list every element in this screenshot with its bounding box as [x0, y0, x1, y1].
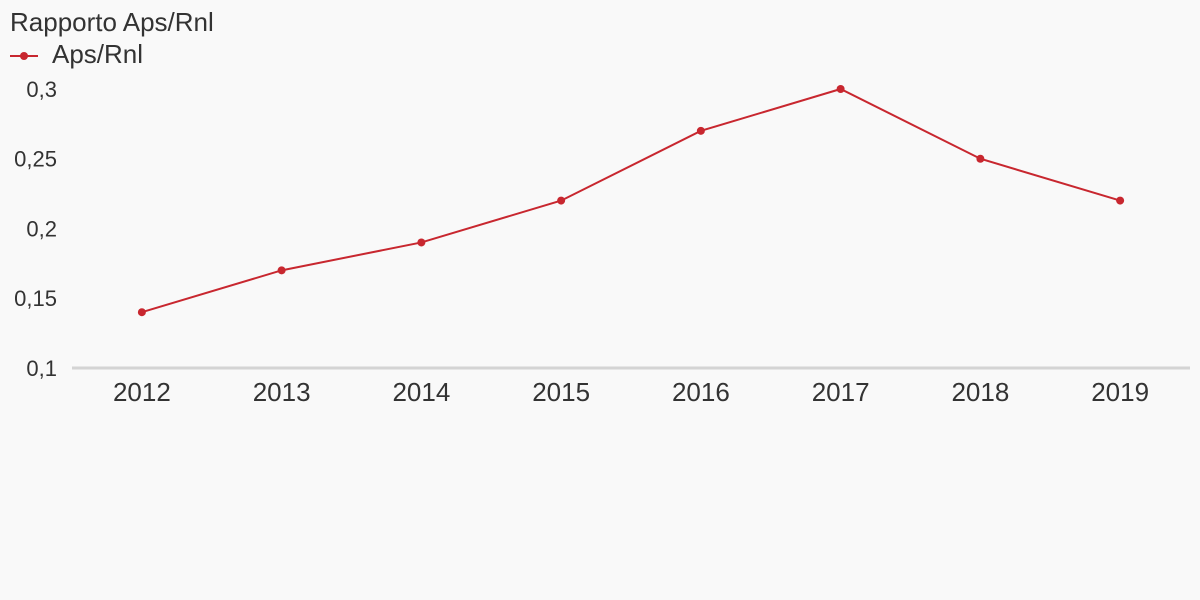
x-tick-label: 2012	[113, 377, 171, 407]
x-tick-label: 2014	[392, 377, 450, 407]
x-tick-label: 2013	[253, 377, 311, 407]
legend-marker	[20, 52, 28, 60]
data-point	[277, 266, 286, 275]
y-tick-label: 0,3	[26, 77, 57, 102]
data-point	[976, 154, 985, 163]
y-tick-label: 0,1	[26, 356, 57, 381]
data-point	[836, 85, 845, 93]
data-point	[1116, 196, 1125, 205]
y-tick-label: 0,2	[26, 216, 57, 241]
series-line	[141, 87, 1121, 314]
data-point	[417, 238, 426, 247]
legend-label: Aps/Rnl	[52, 39, 143, 69]
x-tick-label: 2017	[812, 377, 870, 407]
x-tick-label: 2015	[532, 377, 590, 407]
y-tick-label: 0,15	[14, 286, 57, 311]
x-tick-label: 2018	[951, 377, 1009, 407]
chart-title: Rapporto Aps/Rnl	[10, 7, 214, 37]
x-tick-label: 2019	[1091, 377, 1149, 407]
data-point	[137, 308, 146, 317]
data-point	[696, 126, 705, 135]
data-point	[557, 196, 566, 205]
x-tick-label: 2016	[672, 377, 730, 407]
y-tick-label: 0,25	[14, 147, 57, 172]
